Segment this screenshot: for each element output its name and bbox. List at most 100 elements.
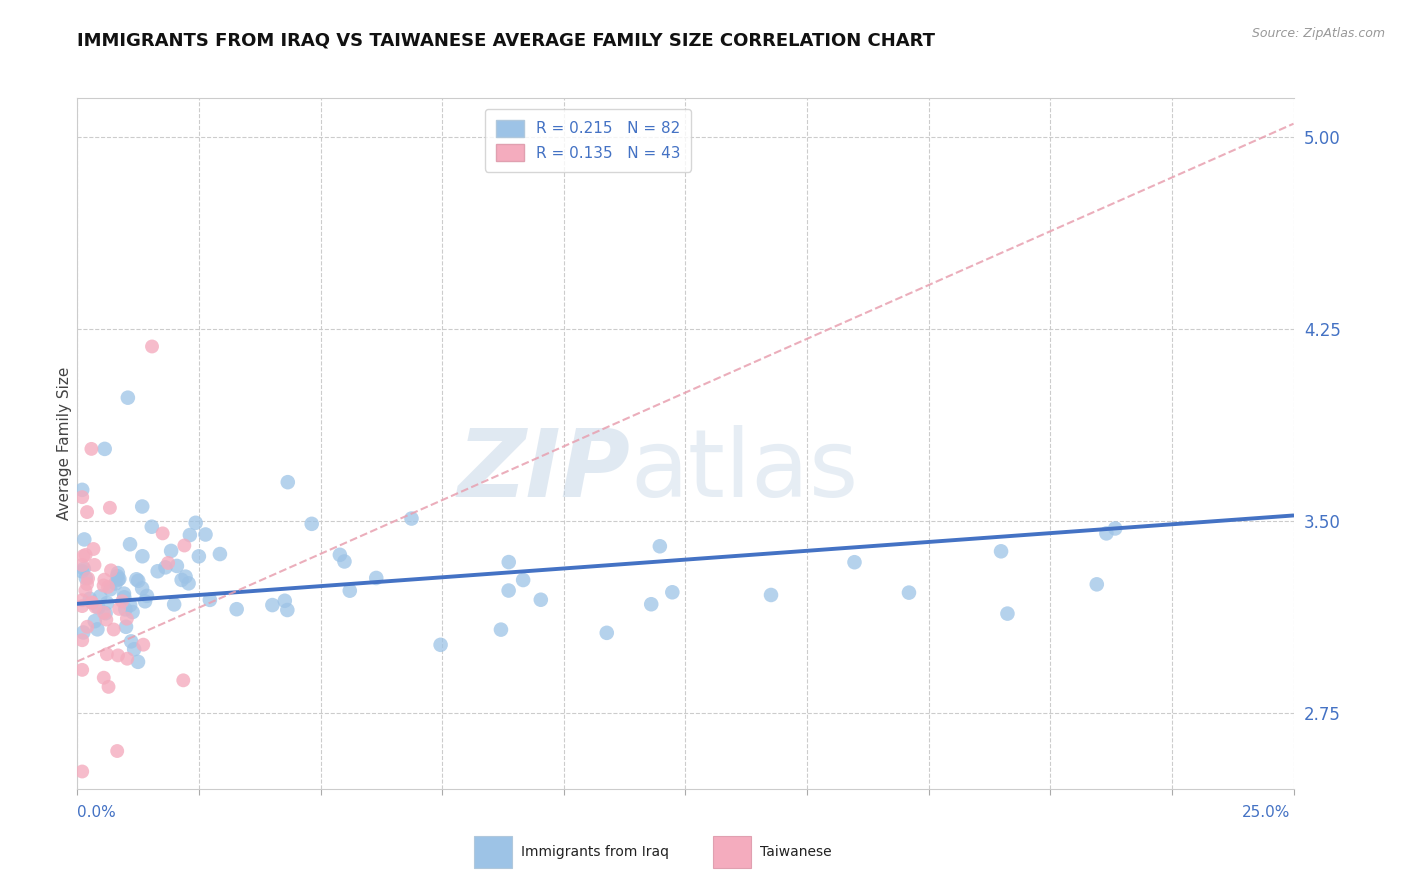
Point bbox=[177, 576, 200, 591]
Point bbox=[115, 651, 138, 665]
Point bbox=[640, 597, 662, 611]
Point bbox=[179, 528, 201, 542]
Point bbox=[127, 655, 149, 669]
Point bbox=[132, 638, 155, 652]
Point bbox=[97, 680, 120, 694]
Point bbox=[103, 623, 125, 637]
Point bbox=[97, 580, 120, 594]
Point bbox=[84, 599, 107, 614]
Point bbox=[105, 569, 128, 583]
Point bbox=[844, 555, 866, 569]
Point bbox=[596, 625, 619, 640]
Point bbox=[70, 565, 93, 579]
Point bbox=[184, 516, 207, 530]
Point bbox=[366, 571, 388, 585]
Point bbox=[122, 642, 145, 657]
Point bbox=[75, 571, 97, 585]
Point bbox=[115, 620, 138, 634]
Point bbox=[990, 544, 1012, 558]
Point bbox=[112, 586, 135, 600]
Point bbox=[339, 583, 361, 598]
Point bbox=[1104, 521, 1126, 535]
Point bbox=[141, 339, 163, 353]
FancyBboxPatch shape bbox=[474, 836, 512, 868]
Point bbox=[1085, 577, 1108, 591]
Point bbox=[73, 562, 96, 576]
Point bbox=[121, 605, 143, 619]
Point bbox=[105, 744, 128, 758]
Point bbox=[82, 541, 104, 556]
Point bbox=[115, 612, 138, 626]
Point bbox=[136, 589, 159, 603]
Point bbox=[80, 442, 103, 456]
Point bbox=[131, 549, 153, 564]
Point bbox=[76, 505, 98, 519]
Point bbox=[166, 558, 188, 573]
Point bbox=[70, 633, 93, 648]
Point bbox=[155, 560, 177, 574]
Point bbox=[1095, 526, 1118, 541]
Point bbox=[512, 573, 534, 587]
Point bbox=[173, 539, 195, 553]
Point bbox=[104, 576, 127, 591]
Point bbox=[76, 577, 98, 591]
Point bbox=[73, 533, 96, 547]
Point bbox=[897, 585, 920, 599]
Point bbox=[117, 391, 139, 405]
Point bbox=[661, 585, 683, 599]
Point bbox=[163, 598, 186, 612]
Point bbox=[70, 764, 93, 779]
Y-axis label: Average Family Size: Average Family Size bbox=[56, 368, 72, 520]
Text: Source: ZipAtlas.com: Source: ZipAtlas.com bbox=[1251, 27, 1385, 40]
Point bbox=[108, 602, 131, 616]
Point bbox=[120, 634, 142, 648]
Point bbox=[70, 593, 93, 607]
Point bbox=[157, 556, 180, 570]
Point bbox=[107, 648, 129, 663]
Point bbox=[70, 558, 93, 572]
Point bbox=[80, 596, 103, 610]
Point bbox=[152, 526, 174, 541]
Point bbox=[83, 558, 105, 572]
Point bbox=[111, 594, 134, 608]
Point bbox=[70, 663, 93, 677]
Point bbox=[648, 539, 671, 553]
Point bbox=[194, 527, 217, 541]
Text: IMMIGRANTS FROM IRAQ VS TAIWANESE AVERAGE FAMILY SIZE CORRELATION CHART: IMMIGRANTS FROM IRAQ VS TAIWANESE AVERAG… bbox=[77, 31, 935, 49]
Point bbox=[98, 500, 121, 515]
Point bbox=[107, 566, 129, 580]
Point bbox=[274, 594, 297, 608]
Point bbox=[301, 516, 323, 531]
Point bbox=[112, 591, 135, 605]
Point bbox=[76, 620, 98, 634]
Point bbox=[86, 623, 108, 637]
Point bbox=[401, 511, 423, 525]
Point bbox=[107, 573, 129, 587]
Text: 25.0%: 25.0% bbox=[1243, 805, 1291, 821]
Point bbox=[93, 578, 115, 592]
FancyBboxPatch shape bbox=[713, 836, 751, 868]
Point bbox=[114, 602, 136, 616]
Point bbox=[80, 595, 103, 609]
Point bbox=[72, 549, 94, 563]
Point bbox=[277, 475, 299, 490]
Point bbox=[118, 537, 141, 551]
Point bbox=[530, 592, 553, 607]
Point bbox=[170, 573, 193, 587]
Point bbox=[131, 500, 153, 514]
Point bbox=[225, 602, 247, 616]
Point bbox=[174, 569, 197, 583]
Point bbox=[77, 571, 100, 585]
Point bbox=[198, 593, 221, 607]
Text: Taiwanese: Taiwanese bbox=[761, 845, 832, 859]
Point bbox=[208, 547, 231, 561]
Text: Immigrants from Iraq: Immigrants from Iraq bbox=[522, 845, 669, 859]
Point bbox=[75, 548, 97, 562]
Point bbox=[70, 490, 93, 504]
Legend: R = 0.215   N = 82, R = 0.135   N = 43: R = 0.215 N = 82, R = 0.135 N = 43 bbox=[485, 109, 690, 171]
Point bbox=[134, 594, 156, 608]
Point bbox=[108, 572, 131, 586]
Point bbox=[333, 554, 356, 568]
Point bbox=[70, 599, 93, 613]
Text: ZIP: ZIP bbox=[458, 425, 631, 517]
